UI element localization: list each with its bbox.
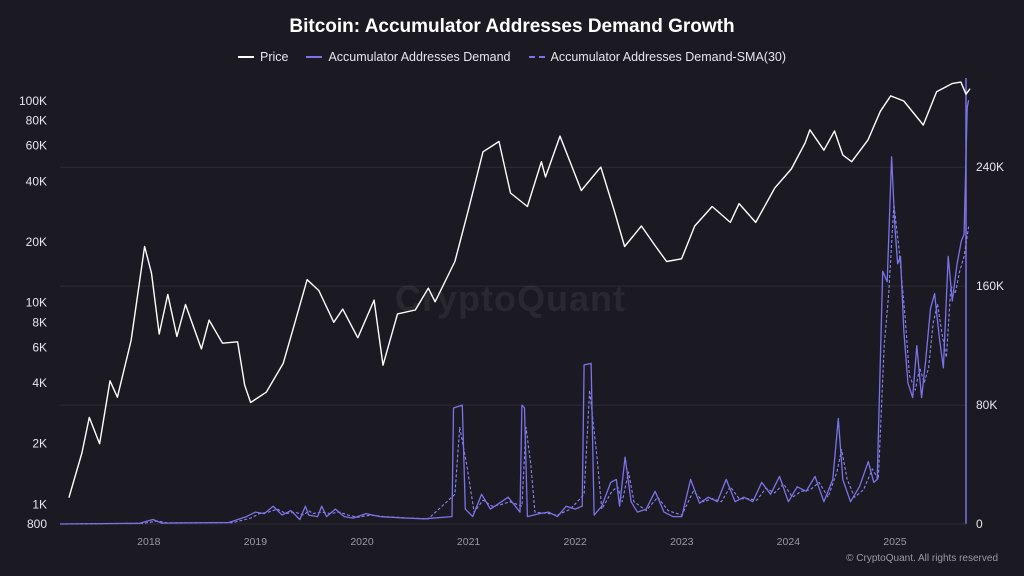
legend-swatch-price — [237, 56, 254, 58]
y-left-tick-label: 20K — [26, 235, 47, 249]
legend-swatch-sma — [528, 56, 545, 58]
legend-item-price[interactable]: Price — [237, 50, 289, 64]
legend-swatch-demand — [306, 56, 323, 58]
series-line-demand — [59, 100, 970, 525]
y-left-tick-label: 80K — [26, 114, 47, 128]
y-left-tick-label: 100K — [19, 94, 47, 108]
watermark: CryptoQuant — [395, 278, 626, 319]
y-left-tick-label: 6K — [32, 340, 47, 354]
y-right-tick-label: 0 — [976, 517, 983, 531]
y-right-tick-label: 80K — [976, 398, 997, 412]
x-tick-label: 2021 — [457, 536, 481, 548]
legend-label-price: Price — [259, 50, 289, 64]
y-left-tick-label: 2K — [32, 437, 47, 451]
y-left-tick-label: 40K — [26, 174, 47, 188]
legend-item-sma[interactable]: Accumulator Addresses Demand-SMA(30) — [528, 50, 787, 64]
x-tick-label: 2019 — [244, 536, 268, 548]
y-right-tick-label: 160K — [976, 279, 1004, 293]
chart-title: Bitcoin: Accumulator Addresses Demand Gr… — [289, 16, 735, 37]
series-line-price — [68, 81, 971, 498]
copyright-notice: © CryptoQuant. All rights reserved — [846, 553, 998, 564]
series-line-sma — [59, 203, 970, 525]
x-tick-label: 2018 — [137, 536, 161, 548]
x-tick-label: 2020 — [350, 536, 374, 548]
x-tick-label: 2025 — [883, 536, 907, 548]
y-left-tick-label: 60K — [26, 139, 47, 153]
y-right-tick-label: 240K — [976, 160, 1004, 174]
y-left-tick-label: 4K — [32, 376, 47, 390]
legend-item-demand[interactable]: Accumulator Addresses Demand — [306, 50, 511, 64]
legend-label-sma: Accumulator Addresses Demand-SMA(30) — [550, 50, 787, 64]
y-left-tick-label: 10K — [26, 296, 47, 310]
y-left-tick-label: 8K — [32, 315, 47, 329]
x-tick-label: 2023 — [670, 536, 694, 548]
y-left-tick-label: 800 — [27, 517, 47, 531]
legend-label-demand: Accumulator Addresses Demand — [328, 50, 511, 64]
x-tick-label: 2024 — [777, 536, 801, 548]
y-left-tick-label: 1K — [32, 497, 47, 511]
legend: Price Accumulator Addresses Demand Accum… — [0, 50, 1024, 64]
x-tick-label: 2022 — [563, 536, 587, 548]
